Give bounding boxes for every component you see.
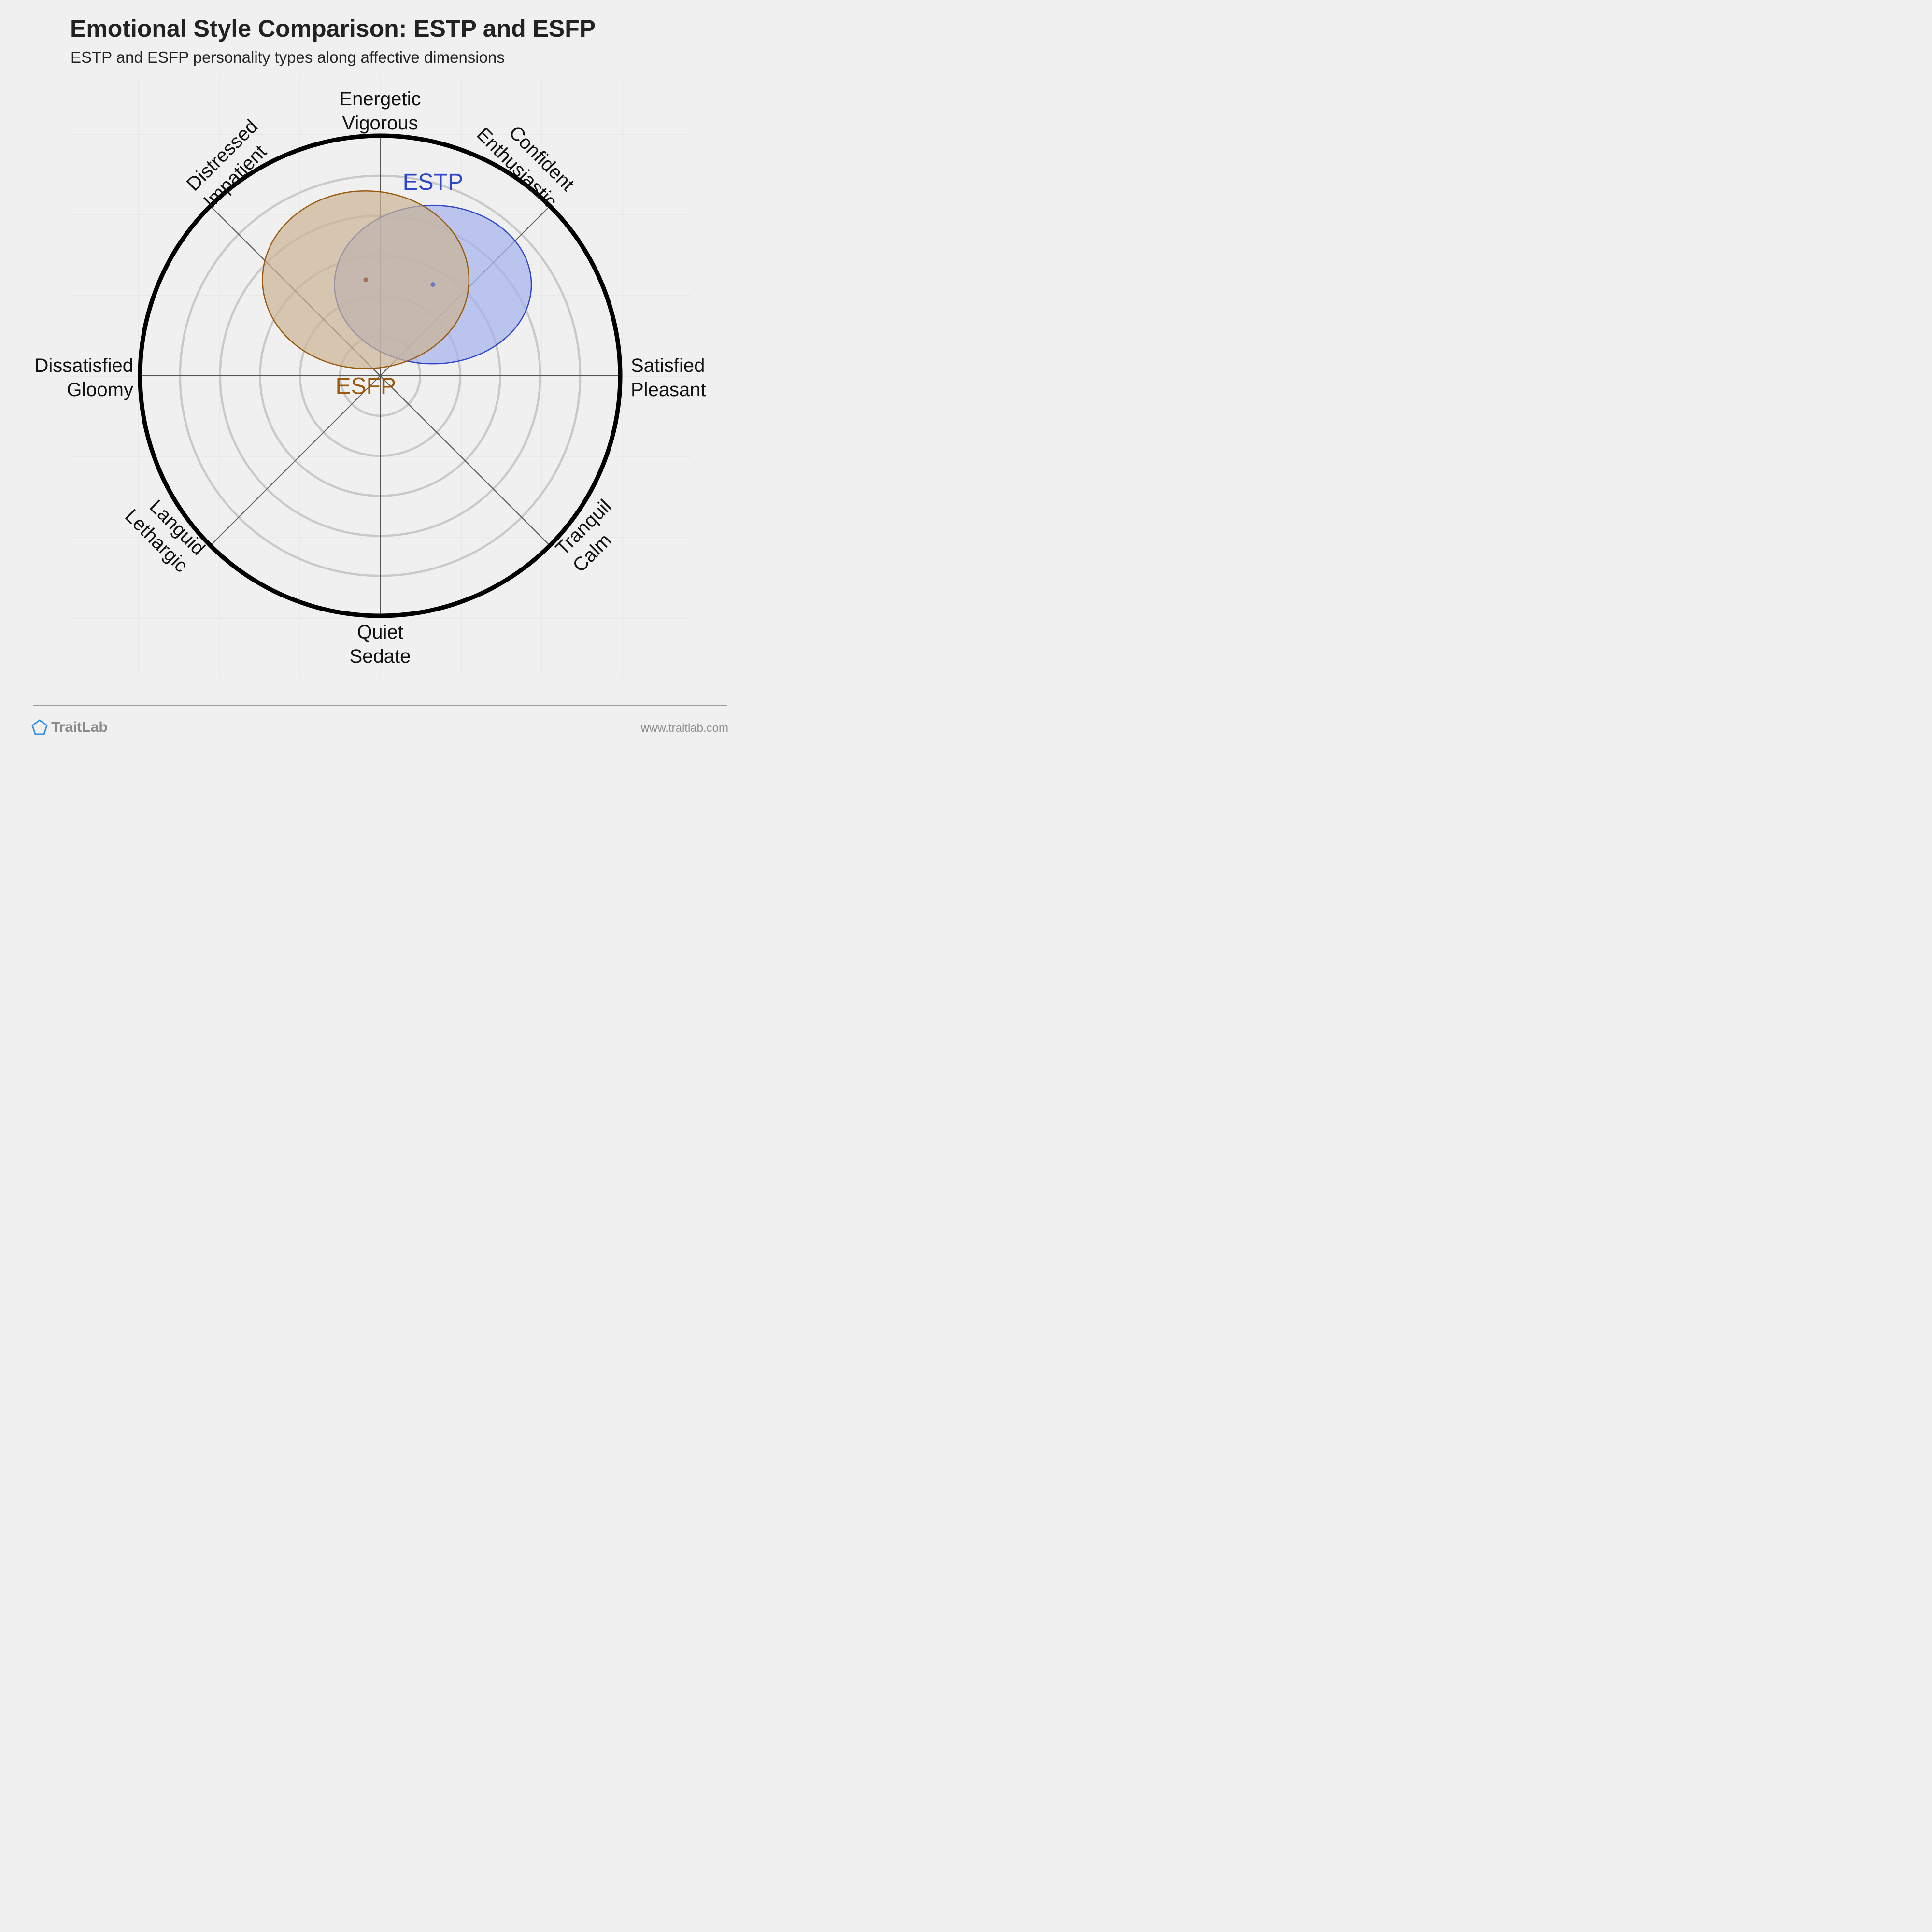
axis-label: Energetic Vigorous bbox=[340, 88, 421, 134]
series-layer: ESTP ESFP bbox=[262, 170, 532, 399]
pentagon-icon bbox=[31, 719, 48, 735]
axis-label-line: Sedate bbox=[350, 646, 411, 667]
axis-label: Satisfied Pleasant bbox=[631, 355, 706, 400]
axis-label-line: Gloomy bbox=[67, 379, 133, 400]
axis-label-line: Dissatisfied bbox=[34, 355, 133, 376]
brand-name: TraitLab bbox=[51, 719, 108, 735]
chart-canvas: ESTP ESFP Energetic Vigorous Confident Enthu… bbox=[0, 0, 757, 757]
axis-label-line: Satisfied bbox=[631, 355, 705, 376]
footer-divider bbox=[33, 705, 727, 706]
axis-label: Quiet Sedate bbox=[350, 622, 411, 667]
chart-subtitle: ESTP and ESFP personality types along af… bbox=[71, 48, 505, 66]
esfp-label: ESFP bbox=[335, 374, 396, 399]
axis-label-line: Pleasant bbox=[631, 379, 706, 400]
outer-ring bbox=[138, 133, 623, 618]
estp-label: ESTP bbox=[403, 170, 463, 195]
footer-url: www.traitlab.com bbox=[640, 722, 728, 735]
axis-spoke bbox=[210, 375, 381, 546]
axis-label-line: Energetic bbox=[340, 88, 421, 110]
esfp-point bbox=[363, 277, 369, 283]
axis-label: Dissatisfied Gloomy bbox=[34, 355, 133, 400]
axis-spoke bbox=[380, 375, 551, 546]
estp-point bbox=[430, 282, 436, 287]
chart-title: Emotional Style Comparison: ESTP and ESF… bbox=[70, 15, 596, 42]
brand-logo: TraitLab bbox=[31, 719, 108, 736]
axis-label-line: Vigorous bbox=[342, 113, 418, 134]
axis-label-line: Quiet bbox=[357, 622, 403, 643]
